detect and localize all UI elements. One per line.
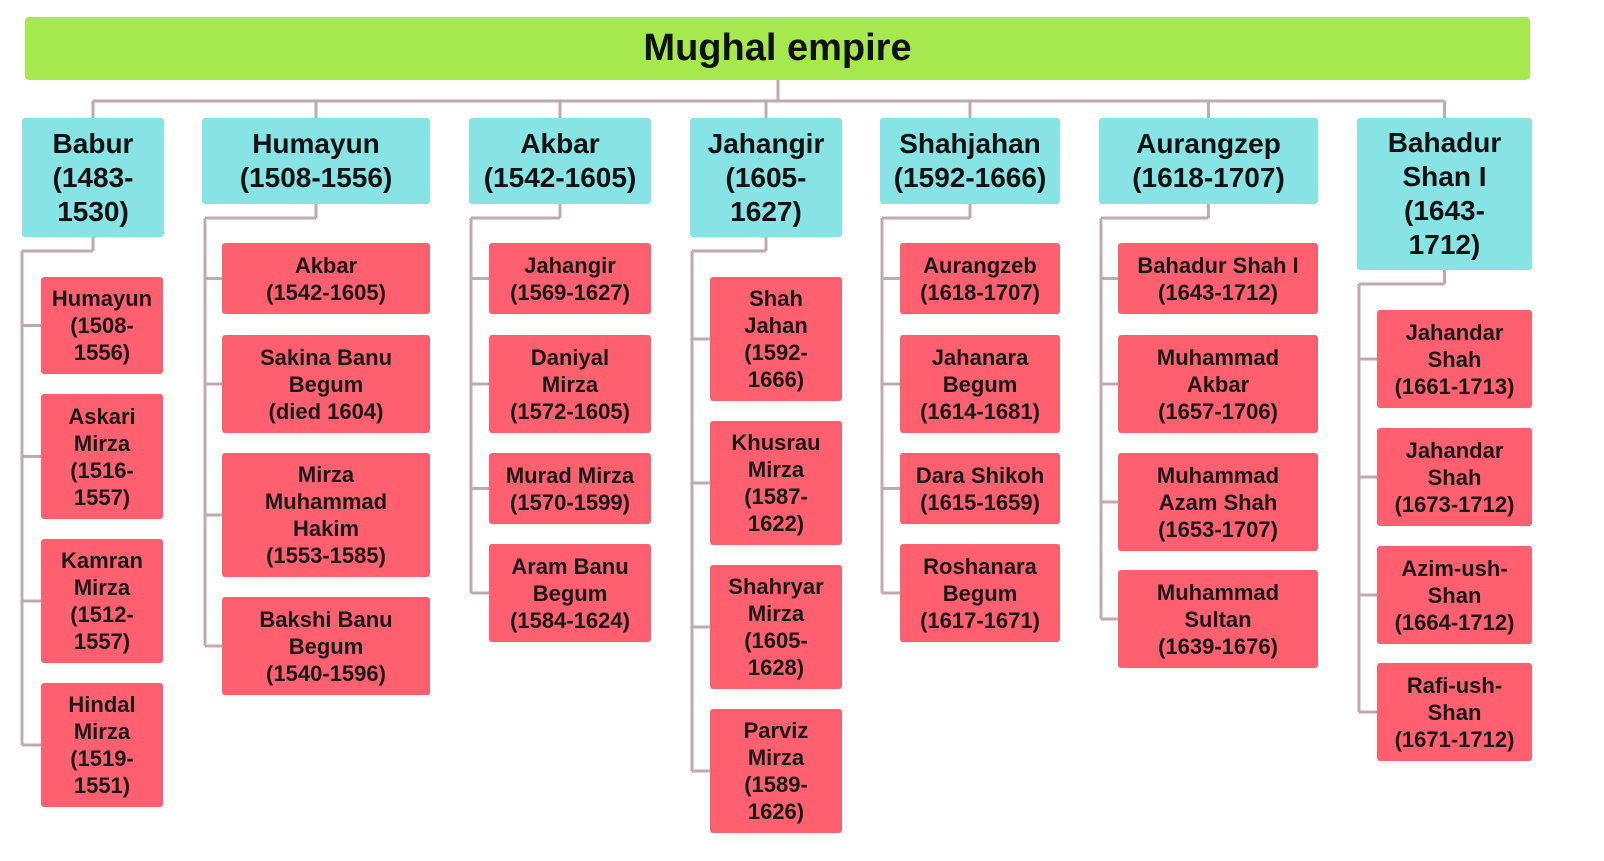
- ruler-box: Babur (1483- 1530): [22, 118, 164, 237]
- child-box: Akbar (1542-1605): [222, 243, 430, 314]
- child-box: Muhammad Azam Shah (1653-1707): [1118, 453, 1318, 551]
- child-name: Askari Mirza (1516- 1557): [68, 403, 136, 510]
- child-name: Parviz Mirza (1589- 1626): [743, 718, 809, 824]
- child-name: Jahangir (1569-1627): [510, 252, 630, 305]
- ruler-name: Bahadur Shan I (1643- 1712): [1387, 127, 1502, 260]
- ruler-name: Akbar (1542-1605): [483, 128, 637, 193]
- child-box: Bahadur Shah I (1643-1712): [1118, 243, 1318, 314]
- child-box: Murad Mirza (1570-1599): [489, 453, 651, 524]
- child-box: Sakina Banu Begum (died 1604): [222, 335, 430, 433]
- root-title-box: Mughal empire: [25, 17, 1530, 80]
- child-name: Jahandar Shah (1673-1712): [1394, 437, 1515, 517]
- ruler-name: Aurangzep (1618-1707): [1132, 128, 1285, 193]
- child-box: Aram Banu Begum (1584-1624): [489, 544, 651, 642]
- child-name: Shah Jahan (1592- 1666): [744, 286, 808, 392]
- child-box: Muhammad Akbar (1657-1706): [1118, 335, 1318, 433]
- child-box: Rafi-ush- Shan (1671-1712): [1377, 663, 1532, 761]
- child-box: Askari Mirza (1516- 1557): [41, 394, 163, 519]
- child-box: Muhammad Sultan (1639-1676): [1118, 570, 1318, 668]
- ruler-box: Bahadur Shan I (1643- 1712): [1357, 118, 1532, 270]
- child-name: Azim-ush- Shan (1664-1712): [1394, 555, 1515, 635]
- child-name: Kamran Mirza (1512- 1557): [61, 548, 143, 654]
- child-box: Azim-ush- Shan (1664-1712): [1377, 546, 1532, 644]
- ruler-name: Babur (1483- 1530): [52, 127, 134, 227]
- child-box: Jahanara Begum (1614-1681): [900, 335, 1060, 433]
- child-name: Akbar (1542-1605): [266, 252, 386, 305]
- child-box: Aurangzeb (1618-1707): [900, 243, 1060, 314]
- child-box: Daniyal Mirza (1572-1605): [489, 335, 651, 433]
- child-name: Bakshi Banu Begum (1540-1596): [259, 606, 393, 686]
- child-box: Kamran Mirza (1512- 1557): [41, 539, 163, 663]
- child-box: Jahandar Shah (1673-1712): [1377, 428, 1532, 526]
- child-name: Murad Mirza (1570-1599): [505, 462, 635, 515]
- ruler-name: Humayun (1508-1556): [239, 128, 393, 193]
- child-name: Roshanara Begum (1617-1671): [920, 553, 1040, 633]
- child-box: Roshanara Begum (1617-1671): [900, 544, 1060, 642]
- ruler-name: Shahjahan (1592-1666): [893, 128, 1047, 193]
- child-name: Muhammad Sultan (1639-1676): [1156, 579, 1280, 659]
- ruler-box: Akbar (1542-1605): [469, 118, 651, 204]
- child-box: Mirza Muhammad Hakim (1553-1585): [222, 453, 430, 577]
- child-name: Daniyal Mirza (1572-1605): [510, 344, 630, 424]
- child-box: Hindal Mirza (1519- 1551): [41, 683, 163, 807]
- child-name: Aurangzeb (1618-1707): [920, 252, 1040, 305]
- child-box: Shahryar Mirza (1605- 1628): [710, 565, 842, 689]
- ruler-box: Jahangir (1605- 1627): [690, 118, 842, 237]
- child-box: Humayun (1508- 1556): [41, 277, 163, 374]
- child-name: Humayun (1508- 1556): [51, 286, 153, 365]
- child-box: Parviz Mirza (1589- 1626): [710, 709, 842, 833]
- ruler-box: Humayun (1508-1556): [202, 118, 430, 204]
- child-name: Muhammad Azam Shah (1653-1707): [1156, 462, 1280, 542]
- child-name: Rafi-ush- Shan (1671-1712): [1394, 672, 1515, 752]
- child-name: Muhammad Akbar (1657-1706): [1156, 344, 1280, 424]
- child-name: Aram Banu Begum (1584-1624): [510, 553, 630, 633]
- child-name: Bahadur Shah I (1643-1712): [1137, 252, 1299, 305]
- child-box: Dara Shikoh (1615-1659): [900, 453, 1060, 524]
- child-name: Sakina Banu Begum (died 1604): [259, 344, 393, 424]
- ruler-box: Shahjahan (1592-1666): [880, 118, 1060, 204]
- child-box: Khusrau Mirza (1587- 1622): [710, 421, 842, 545]
- ruler-box: Aurangzep (1618-1707): [1099, 118, 1318, 204]
- child-name: Jahanara Begum (1614-1681): [920, 344, 1040, 424]
- child-name: Jahandar Shah (1661-1713): [1394, 319, 1515, 399]
- child-name: Khusrau Mirza (1587- 1622): [731, 430, 821, 536]
- child-box: Jahangir (1569-1627): [489, 243, 651, 314]
- child-name: Dara Shikoh (1615-1659): [915, 462, 1045, 515]
- child-box: Jahandar Shah (1661-1713): [1377, 310, 1532, 408]
- root-title: Mughal empire: [643, 27, 912, 69]
- ruler-name: Jahangir (1605- 1627): [707, 127, 825, 227]
- child-name: Shahryar Mirza (1605- 1628): [728, 574, 824, 680]
- child-box: Shah Jahan (1592- 1666): [710, 277, 842, 401]
- child-box: Bakshi Banu Begum (1540-1596): [222, 597, 430, 695]
- child-name: Mirza Muhammad Hakim (1553-1585): [264, 462, 388, 568]
- child-name: Hindal Mirza (1519- 1551): [68, 692, 136, 798]
